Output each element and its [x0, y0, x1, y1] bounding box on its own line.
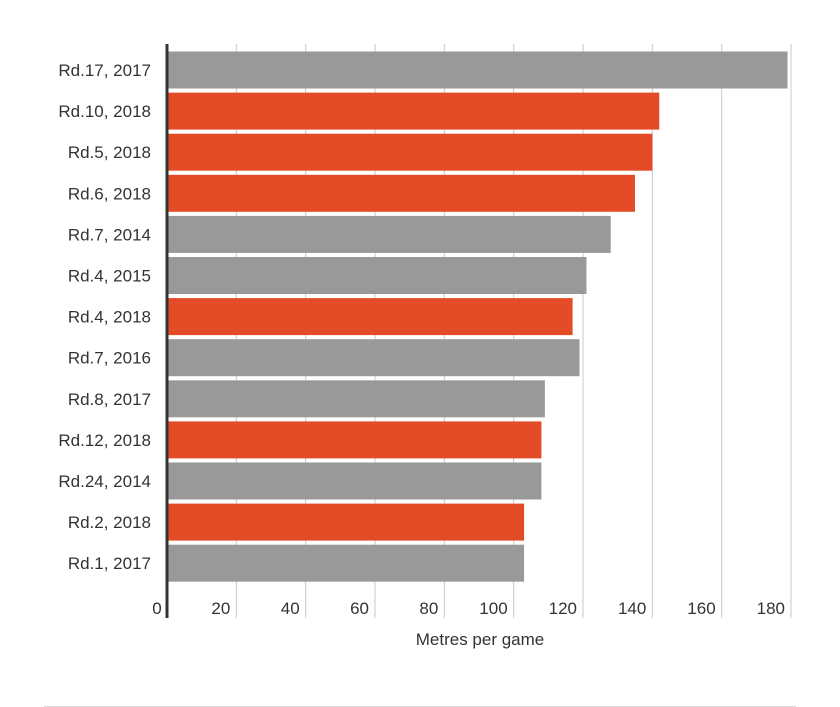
- category-label: Rd.2, 2018: [68, 513, 151, 532]
- x-tick-label: 0: [152, 599, 161, 618]
- category-label: Rd.17, 2017: [58, 61, 151, 80]
- x-tick-label: 140: [618, 599, 646, 618]
- category-label: Rd.7, 2016: [68, 349, 151, 368]
- x-tick-labels: 0 20 40 60 80 100 120 140 160 180: [152, 599, 785, 618]
- bar: [167, 51, 788, 89]
- category-labels: Rd.17, 2017 Rd.10, 2018 Rd.5, 2018 Rd.6, 20…: [58, 61, 151, 573]
- x-tick-label: 60: [350, 599, 369, 618]
- x-tick-label: 100: [479, 599, 507, 618]
- bar: [167, 544, 525, 582]
- x-tick-label: 20: [211, 599, 230, 618]
- x-tick-label: 160: [687, 599, 715, 618]
- category-label: Rd.6, 2018: [68, 184, 151, 203]
- x-tick-label: 80: [419, 599, 438, 618]
- bar: [167, 257, 587, 294]
- bar: [167, 380, 545, 418]
- category-label: Rd.12, 2018: [58, 431, 151, 450]
- x-tick-label: 40: [281, 599, 300, 618]
- category-label: Rd.4, 2018: [68, 308, 151, 327]
- bar: [167, 503, 525, 541]
- bar: [167, 174, 635, 212]
- x-tick-label: 180: [757, 599, 785, 618]
- category-label: Rd.5, 2018: [68, 143, 151, 162]
- category-label: Rd.8, 2017: [68, 390, 151, 409]
- bar: [167, 421, 542, 459]
- bar: [167, 339, 580, 377]
- category-label: Rd.7, 2014: [68, 225, 151, 244]
- category-label: Rd.10, 2018: [58, 102, 151, 121]
- category-label: Rd.4, 2015: [68, 267, 151, 286]
- category-label: Rd.24, 2014: [58, 472, 151, 491]
- bar: [167, 215, 611, 253]
- x-axis-title: Metres per game: [416, 630, 545, 649]
- bar: [167, 462, 542, 500]
- bar: [167, 298, 573, 336]
- x-tick-label: 120: [549, 599, 577, 618]
- category-label: Rd.1, 2017: [68, 554, 151, 573]
- bar: [167, 133, 653, 171]
- bars: [167, 51, 788, 582]
- bar: [167, 92, 660, 130]
